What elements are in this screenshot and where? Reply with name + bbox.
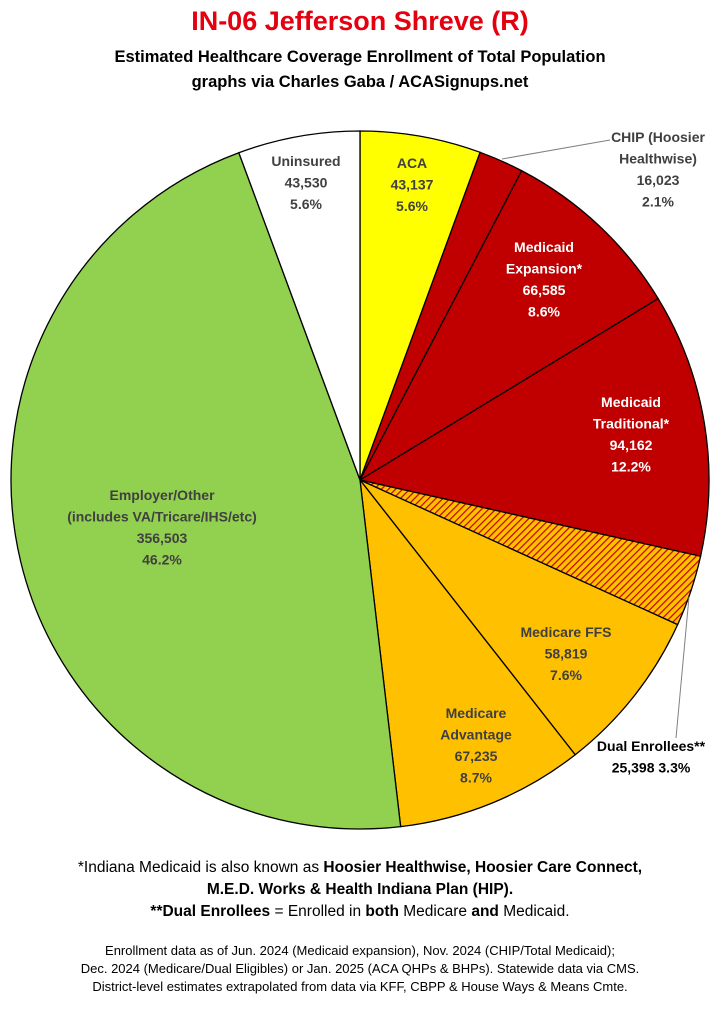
leader-lines (501, 139, 690, 739)
footnote-dual: **Dual Enrollees = Enrolled in both Medi… (150, 903, 570, 920)
pie-slice-employer (10, 151, 402, 830)
pie-slices (10, 130, 710, 830)
slice-label-employer: Employer/Other (includes VA/Tricare/IHS/e… (67, 487, 257, 568)
pie-slice-medicare_ffs (359, 479, 679, 756)
chart-subtitle: Estimated Healthcare Coverage Enrollment… (114, 48, 606, 66)
pie-chart: ACA 43,137 5.6% CHIP (Hoosier Healthwise) 16,… (10, 129, 710, 830)
slice-label-aca: ACA 43,137 5.6% (391, 155, 434, 214)
pie-slice-medicaid_trad (358, 297, 710, 558)
chart-title: IN-06 Jefferson Shreve (R) (191, 6, 529, 36)
slice-label-medicare_ffs: Medicare FFS 58,819 7.6% (520, 624, 611, 683)
slice-label-chip: CHIP (Hoosier Healthwise) 16,023 2.1% (611, 129, 705, 210)
footnote-medicaid-cont: M.E.D. Works & Health Indiana Plan (HIP)… (206, 881, 514, 898)
slice-label-dual: Dual Enrollees** 25,398 3.3% (597, 738, 706, 776)
footnote-medicaid: *Indiana Medicaid is also known as Hoosi… (77, 859, 643, 876)
slice-label-medicaid_trad: Medicaid Traditional* 94,162 12.2% (593, 394, 670, 475)
pie-slice-uninsured (237, 130, 361, 481)
pie-slice-medicaid_exp (358, 169, 660, 482)
pie-slice-medicare_adv (359, 477, 577, 828)
source-line-2: Dec. 2024 (Medicare/Dual Eligibles) or J… (80, 961, 640, 976)
leader-line-dual (675, 596, 690, 739)
slice-label-medicaid_exp: Medicaid Expansion* 66,585 8.6% (506, 239, 583, 320)
source-line-1: Enrollment data as of Jun. 2024 (Medicai… (105, 943, 615, 958)
source-line-3: District-level estimates extrapolated fr… (92, 979, 628, 994)
slice-label-medicare_adv: Medicare Advantage 67,235 8.7% (440, 705, 512, 786)
slice-labels: ACA 43,137 5.6% CHIP (Hoosier Healthwise) 16,… (67, 129, 705, 786)
slice-label-uninsured: Uninsured 43,530 5.6% (271, 153, 340, 212)
chart-credit: graphs via Charles Gaba / ACASignups.net (191, 73, 529, 91)
leader-line-chip (501, 139, 611, 160)
